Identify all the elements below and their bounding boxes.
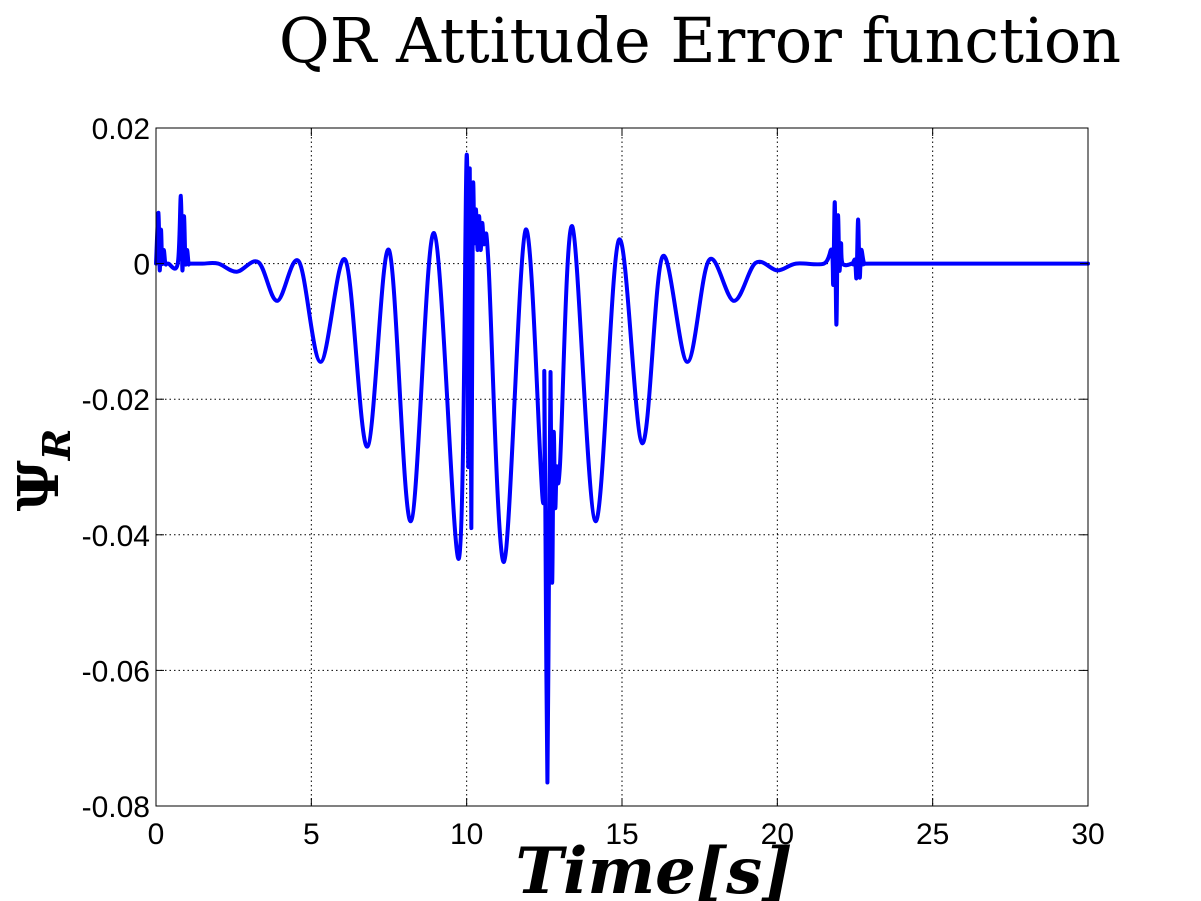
x-axis-label: Time[s] — [516, 834, 793, 901]
y-axis-label-symbol: Ψ — [6, 460, 72, 511]
y-axis-label: ΨR — [6, 429, 79, 512]
y-tick-label: -0.02 — [82, 384, 150, 417]
y-axis-label-subscript: R — [34, 429, 79, 462]
series-line — [154, 153, 1090, 785]
x-tick-label: 25 — [916, 818, 949, 851]
x-tick-label: 5 — [303, 818, 320, 851]
y-tick-label: -0.04 — [82, 520, 150, 553]
y-tick-label: 0.02 — [92, 113, 150, 146]
y-tick-label: -0.08 — [82, 791, 150, 824]
grid — [156, 128, 1088, 806]
svg-text:ΨR: ΨR — [6, 429, 79, 512]
y-tick-label: 0 — [133, 249, 150, 282]
x-tick-label: 10 — [450, 818, 483, 851]
series-layer — [154, 153, 1090, 785]
x-tick-label: 15 — [605, 818, 638, 851]
x-tick-label: 20 — [761, 818, 794, 851]
x-tick-label: 30 — [1071, 818, 1104, 851]
y-tick-label: -0.06 — [82, 655, 150, 688]
chart-title: QR Attitude Error function — [279, 4, 1121, 77]
x-tick-label: 0 — [148, 818, 165, 851]
ticks: 0 5 10 15 20 25 30 0.02 0 -0.02 -0.04 -0.06 -0.08 — [82, 113, 1105, 851]
